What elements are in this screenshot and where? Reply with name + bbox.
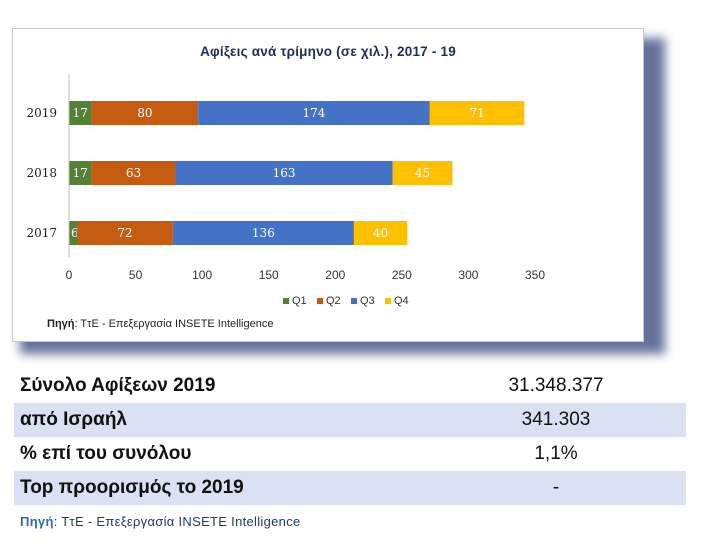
bar-segment (172, 221, 354, 245)
data-label: 71 (469, 106, 484, 120)
bar-segment (175, 161, 393, 185)
x-tick-label: 200 (325, 268, 345, 282)
stat-value: 31.348.377 (508, 375, 604, 396)
chart-card: Αφίξεις ανά τρίμηνο (σε χιλ.), 2017 - 19… (12, 28, 644, 342)
bar-segment (392, 161, 453, 185)
bar-segment (69, 101, 92, 125)
stat-value: 1,1% (534, 443, 578, 464)
data-label: 174 (303, 106, 326, 120)
bar-segment (76, 221, 173, 245)
legend-swatch (385, 298, 391, 304)
bar-segment (69, 161, 92, 185)
legend-label: Q2 (326, 295, 341, 307)
chart-source-label: Πηγή (47, 318, 75, 330)
bar-segment (429, 101, 525, 125)
x-tick-label: 300 (458, 268, 478, 282)
data-label: 45 (415, 166, 430, 180)
stat-label: % επί του συνόλου (20, 443, 192, 464)
stat-value: - (426, 471, 686, 505)
legend-swatch (283, 298, 289, 304)
legend-label: Q1 (292, 295, 307, 307)
legend-swatch (317, 298, 323, 304)
legend-label: Q3 (360, 295, 375, 307)
data-label: 17 (73, 166, 88, 180)
data-label: 72 (117, 226, 132, 240)
data-label: 80 (137, 106, 152, 120)
legend-label: Q4 (394, 295, 409, 307)
data-label: 63 (126, 166, 141, 180)
bar-segment (69, 221, 77, 245)
footer-source-label: Πηγή (20, 514, 54, 529)
data-label: 6 (71, 226, 79, 240)
stat-value: 341.303 (426, 403, 686, 437)
x-tick-label: 250 (392, 268, 412, 282)
x-tick-label: 50 (129, 268, 143, 282)
arrivals-stats-table: Σύνολο Αφίξεων 2019 31.348.377 από Ισραή… (14, 369, 686, 505)
category-label: 2017 (26, 226, 57, 240)
chart-source-text: : ΤτΕ - Επεξεργασία INSETE Intelligence (74, 318, 274, 330)
data-label: 163 (273, 166, 296, 180)
footer-source: Πηγή: ΤτΕ - Επεξεργασία INSETE Intellige… (20, 514, 301, 529)
x-tick-label: 0 (66, 268, 73, 282)
table-row: Top προορισμός το 2019 - (14, 471, 686, 505)
bar-segment (91, 161, 176, 185)
data-label: 136 (252, 226, 275, 240)
x-tick-label: 350 (525, 268, 545, 282)
table-row: % επί του συνόλου 1,1% (14, 437, 686, 471)
category-label: 2018 (26, 166, 57, 180)
bar-segment (198, 101, 430, 125)
stacked-bar-chart: 2019 17 80 174 71 2018 17 63 163 45 2017 6 72 136 40 0 5… (26, 74, 545, 307)
table-row: από Ισραήλ 341.303 (14, 403, 686, 437)
table-row: Σύνολο Αφίξεων 2019 31.348.377 (14, 369, 686, 403)
stat-label: Top προορισμός το 2019 (14, 471, 426, 505)
stat-label: από Ισραήλ (14, 403, 426, 437)
footer-source-text: : ΤτΕ - Επεξεργασία INSETE Intelligence (53, 514, 301, 529)
bar-segment (91, 101, 199, 125)
stat-label: Σύνολο Αφίξεων 2019 (20, 375, 216, 396)
data-label: 40 (373, 226, 388, 240)
data-label: 17 (73, 106, 88, 120)
x-tick-label: 150 (259, 268, 279, 282)
legend-swatch (351, 298, 357, 304)
category-label: 2019 (26, 106, 57, 120)
chart-source: Πηγή: ΤτΕ - Επεξεργασία INSETE Intellige… (47, 318, 273, 330)
bar-segment (353, 221, 408, 245)
chart-title: Αφίξεις ανά τρίμηνο (σε χιλ.), 2017 - 19 (200, 44, 456, 59)
x-tick-label: 100 (192, 268, 212, 282)
